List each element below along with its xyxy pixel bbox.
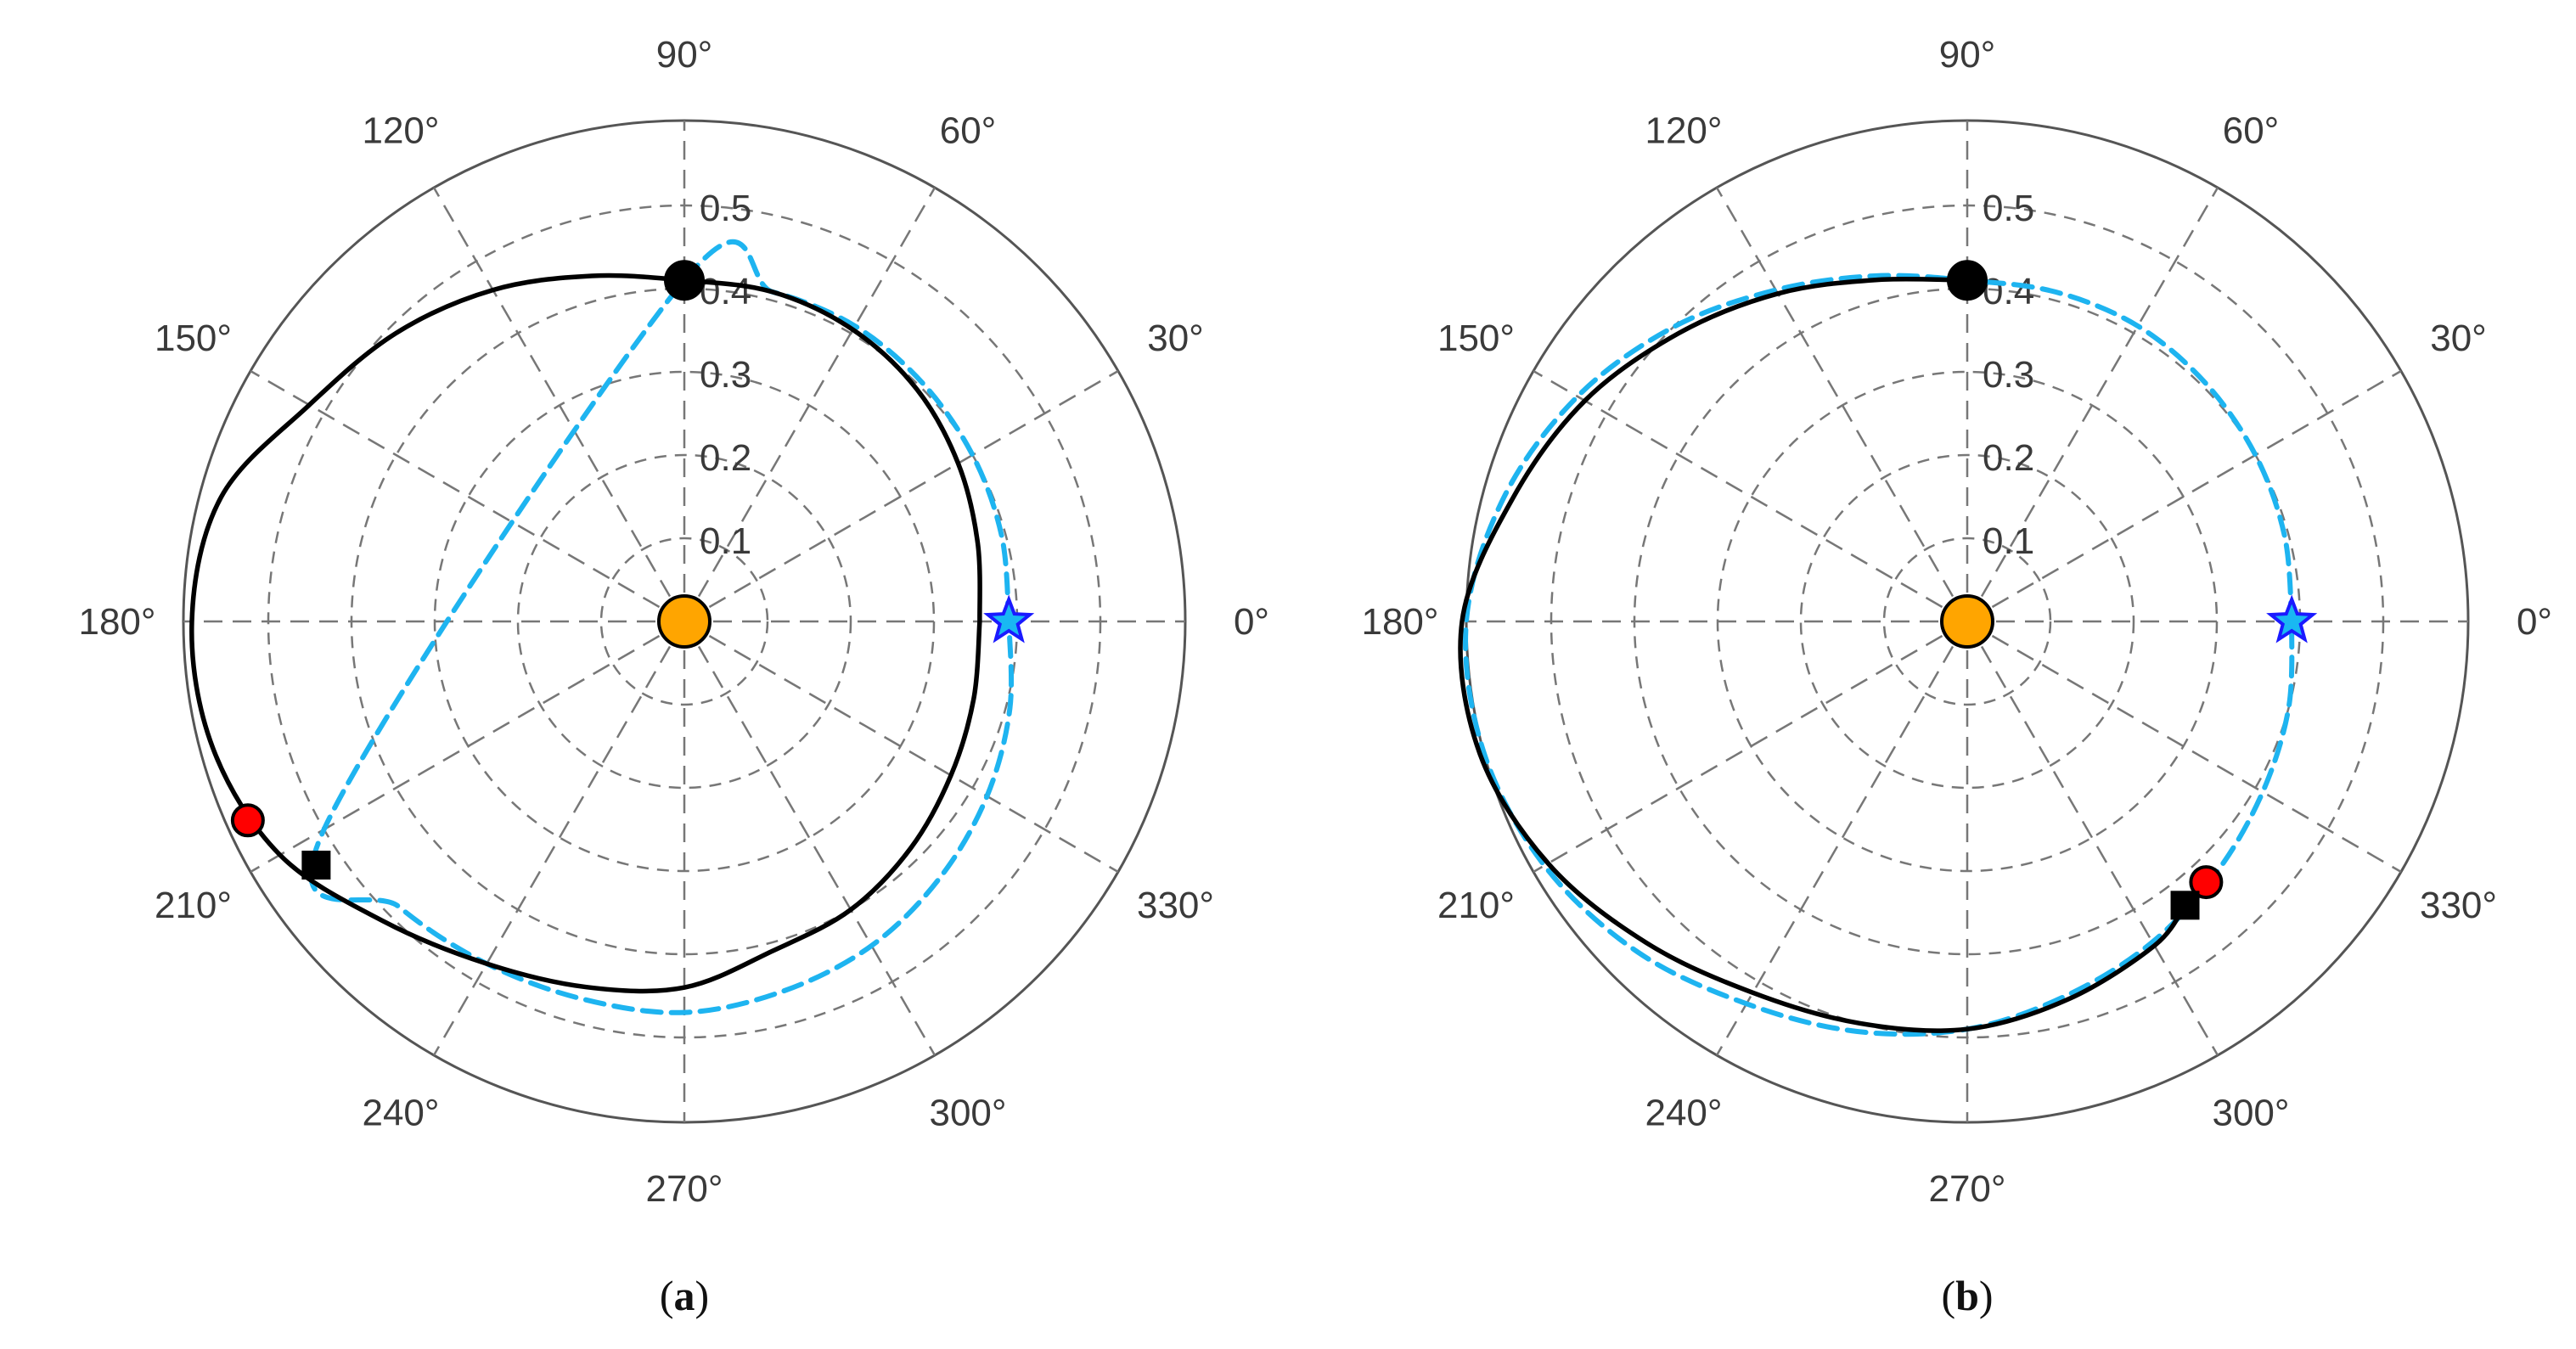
circle-marker — [1947, 260, 1988, 301]
circle-marker — [2189, 865, 2224, 900]
center-body-marker — [657, 594, 711, 649]
theta-grid-spoke — [432, 187, 686, 622]
r-tick-label: 0.4 — [700, 271, 751, 312]
theta-grid-spoke — [1966, 369, 2402, 623]
r-tick-label: 0.1 — [700, 520, 751, 562]
theta-grid-spoke — [683, 621, 936, 1056]
theta-tick-label: 150° — [155, 318, 232, 359]
r-tick-label: 0.1 — [1983, 520, 2034, 562]
series-dashed-curve — [308, 239, 1015, 1015]
theta-grid-spoke — [432, 621, 686, 1056]
r-tick-label: 0.3 — [1983, 354, 2034, 396]
theta-tick-label: 210° — [155, 885, 232, 926]
theta-grid-spoke — [1533, 620, 1968, 874]
theta-tick-label: 240° — [1645, 1093, 1722, 1134]
r-tick-label: 0.2 — [700, 437, 751, 479]
panel-caption: (b) — [1941, 1272, 1993, 1319]
theta-tick-label: 30° — [1147, 318, 1204, 359]
theta-tick-label: 240° — [362, 1093, 439, 1134]
theta-tick-label: 60° — [940, 110, 997, 151]
theta-tick-label: 90° — [656, 34, 713, 76]
star-marker — [983, 594, 1035, 644]
r-tick-label: 0.5 — [1983, 188, 2034, 229]
theta-grid-spoke — [250, 369, 685, 623]
theta-tick-label: 30° — [2430, 318, 2487, 359]
theta-grid-spoke — [1533, 369, 1968, 623]
theta-grid-spoke — [1966, 620, 2402, 874]
r-tick-label: 0.5 — [700, 188, 751, 229]
theta-tick-label: 60° — [2223, 110, 2280, 151]
polar-panel-b: 0° 30° 60° 90° 120° 150° 180° 210° 240° 270° 300° 3… — [1361, 34, 2552, 1319]
theta-tick-label: 270° — [645, 1168, 723, 1210]
theta-tick-label: 180° — [1361, 601, 1438, 643]
r-tick-label: 0.3 — [700, 354, 751, 396]
theta-tick-label: 90° — [1939, 34, 1996, 76]
theta-grid-spoke — [250, 620, 685, 874]
theta-tick-label: 330° — [2420, 885, 2497, 926]
theta-grid-spoke — [683, 369, 1119, 623]
theta-grid-spoke — [683, 620, 1119, 874]
theta-tick-label: 330° — [1137, 885, 1214, 926]
theta-tick-label: 120° — [362, 110, 439, 151]
r-grid-ring — [599, 537, 769, 706]
theta-grid-spoke — [1715, 187, 1969, 622]
theta-tick-label: 150° — [1437, 318, 1515, 359]
theta-grid-spoke — [1715, 621, 1969, 1056]
r-grid-ring — [1882, 537, 2052, 706]
theta-tick-label: 120° — [1645, 110, 1722, 151]
star-marker — [2266, 594, 2318, 644]
r-tick-label: 0.2 — [1983, 437, 2034, 479]
square-marker — [2170, 891, 2200, 920]
r-grid-ring — [516, 453, 852, 790]
r-grid-ring — [1799, 453, 2135, 790]
theta-tick-label: 300° — [2212, 1093, 2289, 1134]
center-body-marker — [1940, 594, 1994, 649]
series-solid-curve — [189, 273, 982, 994]
square-marker — [301, 851, 331, 880]
theta-tick-label: 270° — [1928, 1168, 2005, 1210]
polar-panel-a: 0° 30° 60° 90° 120° 150° 180° 210° 240° 270° 300° 3… — [78, 34, 1269, 1319]
panel-caption: (a) — [660, 1272, 709, 1319]
theta-grid-spoke — [683, 187, 936, 622]
circle-marker — [230, 803, 265, 838]
theta-tick-label: 210° — [1437, 885, 1515, 926]
theta-tick-label: 300° — [929, 1093, 1006, 1134]
circle-marker — [664, 260, 705, 301]
theta-grid-spoke — [1966, 621, 2219, 1056]
theta-tick-label: 180° — [78, 601, 155, 643]
series-solid-curve — [1458, 276, 2188, 1033]
r-tick-label: 0.4 — [1983, 271, 2034, 312]
theta-tick-label: 0° — [1234, 601, 1269, 643]
series-dashed-curve — [1463, 273, 2295, 1037]
theta-grid-spoke — [1966, 187, 2219, 622]
theta-tick-label: 0° — [2517, 601, 2552, 643]
